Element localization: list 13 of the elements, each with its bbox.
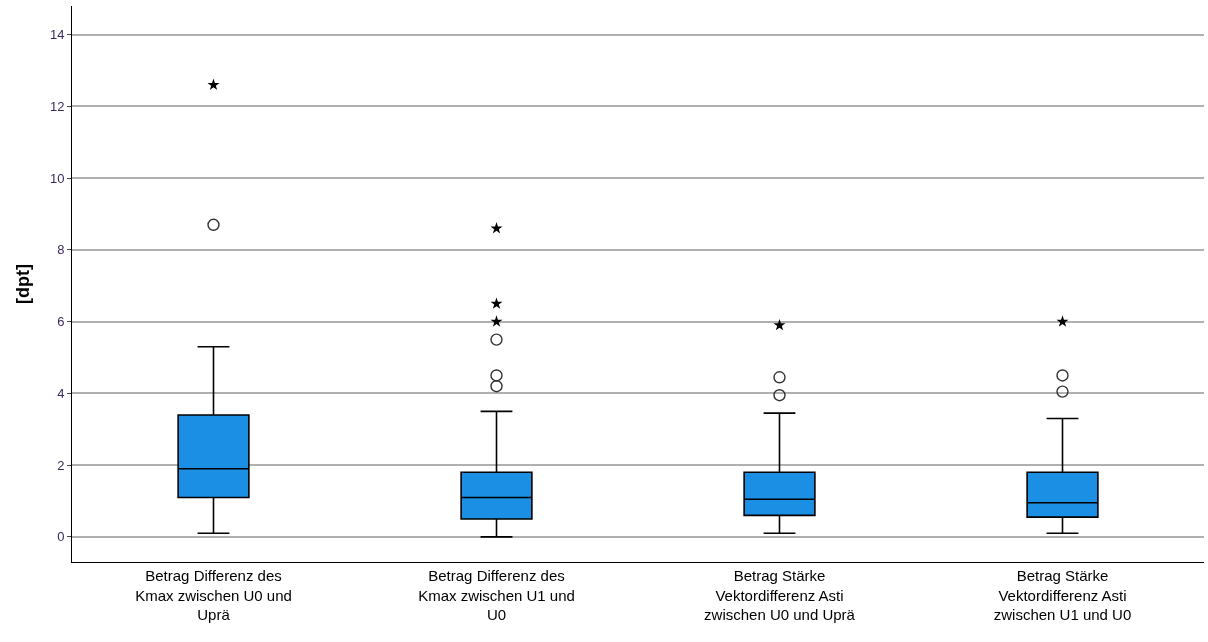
y-tick-label: 10 xyxy=(49,170,65,186)
y-tick-label: 6 xyxy=(57,314,65,330)
y-tick-label: 4 xyxy=(57,385,65,401)
y-axis-title: [dpt] xyxy=(13,264,34,304)
x-tick-label: Betrag Stärke Vektordifferenz Asti zwischen U1 und U0 xyxy=(993,567,1132,623)
x-tick-label: Betrag Differenz des Kmax zwischen U1 und U0 xyxy=(418,567,575,623)
y-tick-label: 12 xyxy=(49,98,65,114)
x-tick-label: Betrag Differenz des Kmax zwischen U0 und Uprä xyxy=(135,567,292,623)
y-tick-label: 8 xyxy=(57,242,65,258)
y-tick-label: 2 xyxy=(57,457,65,473)
y-tick-label: 0 xyxy=(57,529,65,545)
x-tick-label: Betrag Stärke Vektordifferenz Asti zwischen U0 und Uprä xyxy=(704,567,856,623)
y-tick-label: 14 xyxy=(49,27,65,43)
